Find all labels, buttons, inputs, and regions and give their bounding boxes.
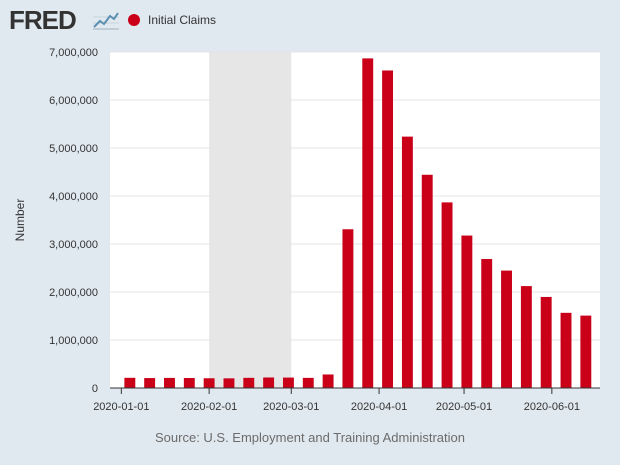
bar [322,374,334,388]
fred-line-graph-icon [92,10,120,30]
x-tick-label: 2020-01-01 [93,401,149,413]
bar [124,377,136,388]
x-tick-label: 2020-05-01 [436,401,492,413]
gridlines [110,51,600,341]
y-tick-labels: 0 1,000,000 2,000,000 3,000,000 4,000,000 5,0… [49,47,98,395]
bar [302,377,314,388]
bar [481,259,493,388]
header: FRED Initial Claims [0,0,620,40]
fred-logo[interactable]: FRED [9,5,77,35]
legend-swatch [128,14,140,26]
bar [223,378,235,388]
bars [124,58,592,389]
bar [164,377,175,388]
x-tick-label: 2020-04-01 [351,401,407,413]
plot-background [110,52,600,388]
y-tick-label: 5,000,000 [49,143,98,155]
y-tick-label: 4,000,000 [49,191,98,203]
bar [342,229,354,388]
bar [520,286,532,388]
bar [183,378,195,388]
x-tick-label: 2020-06-01 [524,401,580,413]
bar [441,202,453,388]
y-tick-label: 7,000,000 [49,47,98,59]
bar [461,235,473,388]
bar [382,70,394,389]
y-tick-label: 0 [92,383,98,395]
legend: Initial Claims [128,12,216,28]
bar [580,315,592,388]
x-tick-labels: 2020-01-01 2020-02-01 2020-03-01 2020-04-01… [93,388,580,413]
bar [243,377,255,388]
source-note: Source: U.S. Employment and Training Adm… [155,430,465,445]
bar [540,296,552,388]
x-tick-label: 2020-02-01 [181,401,237,413]
y-tick-label: 1,000,000 [49,335,98,347]
y-tick-label: 3,000,000 [49,239,98,251]
chart: 0 1,000,000 2,000,000 3,000,000 4,000,000 5,0… [13,47,600,413]
bar [144,378,156,388]
bar [560,312,572,388]
bar [203,378,215,388]
legend-label: Initial Claims [148,13,217,27]
bar [421,174,433,388]
bar [263,377,275,388]
y-axis-label: Number [13,199,27,242]
y-tick-label: 6,000,000 [49,95,98,107]
bar [401,136,413,388]
x-tick-label: 2020-03-01 [263,401,319,413]
bar [501,270,512,388]
bar [362,58,374,388]
bar [282,377,294,388]
recession-shading [209,52,292,388]
y-tick-label: 2,000,000 [49,287,98,299]
